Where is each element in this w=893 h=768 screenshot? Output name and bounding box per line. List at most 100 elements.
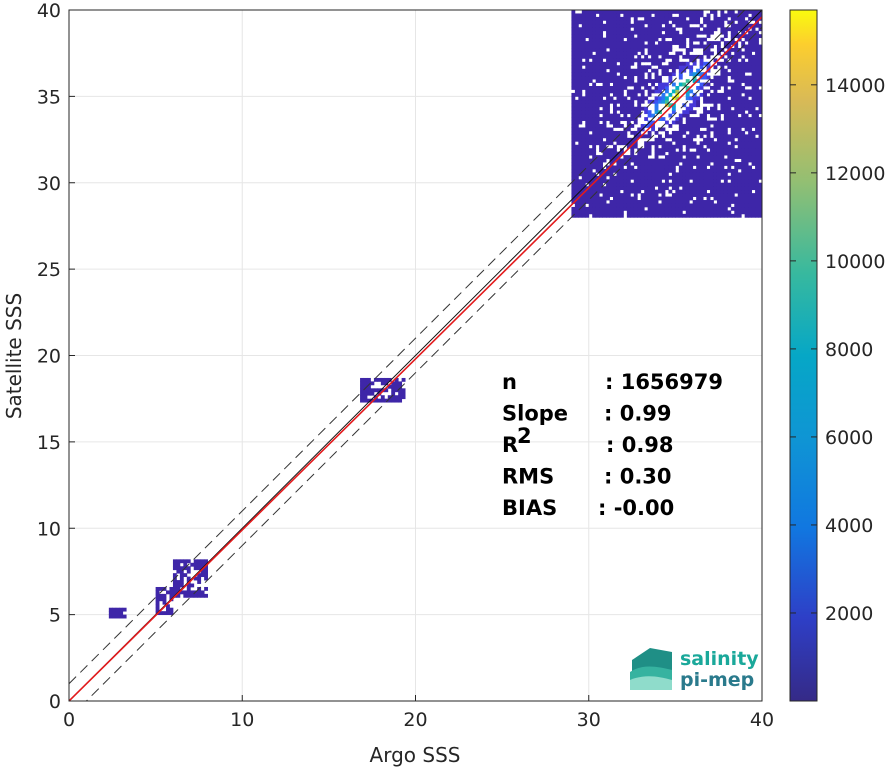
density-cell bbox=[592, 54, 597, 59]
density-cell bbox=[623, 206, 628, 211]
density-cell bbox=[671, 151, 676, 156]
density-cell bbox=[626, 92, 631, 97]
density-cell bbox=[613, 86, 617, 90]
density-cell bbox=[755, 179, 759, 184]
density-cell bbox=[619, 99, 624, 104]
density-cell bbox=[204, 586, 208, 591]
density-cell bbox=[685, 13, 690, 18]
density-cell bbox=[727, 213, 732, 218]
density-cell bbox=[602, 82, 607, 87]
density-cell bbox=[737, 127, 742, 132]
density-cell bbox=[183, 573, 188, 578]
density-cell bbox=[574, 137, 579, 142]
density-cell bbox=[668, 54, 673, 59]
density-cell bbox=[609, 54, 614, 59]
density-cell bbox=[682, 196, 687, 201]
density-cell bbox=[668, 23, 673, 28]
density-cell bbox=[741, 72, 746, 77]
density-cell bbox=[602, 124, 607, 128]
density-cell bbox=[619, 92, 624, 97]
density-cell bbox=[737, 148, 742, 153]
density-cell bbox=[668, 16, 673, 21]
density-cell bbox=[623, 20, 628, 25]
density-cell bbox=[630, 144, 635, 149]
density-cell bbox=[658, 82, 662, 87]
density-cell bbox=[599, 141, 604, 146]
density-cell bbox=[723, 68, 728, 73]
density-cell bbox=[616, 48, 621, 52]
density-cell bbox=[619, 200, 624, 204]
density-cell bbox=[626, 196, 631, 201]
density-cell bbox=[716, 148, 721, 153]
density-cell bbox=[647, 182, 652, 187]
density-cell bbox=[616, 106, 621, 111]
density-cell bbox=[571, 75, 576, 80]
density-cell bbox=[720, 124, 725, 128]
density-cell bbox=[606, 13, 610, 18]
density-cell bbox=[623, 79, 628, 83]
density-cell bbox=[623, 13, 628, 18]
density-cell bbox=[727, 106, 732, 111]
density-cell bbox=[734, 103, 739, 108]
density-cell bbox=[748, 65, 753, 70]
density-cell bbox=[720, 106, 725, 111]
density-cell bbox=[644, 151, 649, 156]
density-cell bbox=[710, 175, 714, 180]
density-cell bbox=[602, 168, 607, 173]
density-cell bbox=[755, 151, 759, 156]
density-cell bbox=[734, 120, 739, 125]
density-cell bbox=[616, 92, 621, 97]
density-cell bbox=[588, 203, 593, 208]
density-cell bbox=[190, 583, 195, 588]
density-cell bbox=[112, 611, 117, 616]
density-cell bbox=[727, 144, 732, 149]
density-cell bbox=[578, 117, 583, 121]
density-cell bbox=[713, 162, 718, 166]
density-cell bbox=[741, 148, 746, 153]
density-cell bbox=[387, 384, 392, 389]
density-cell bbox=[744, 137, 749, 142]
density-cell bbox=[651, 127, 655, 132]
density-cell bbox=[727, 186, 732, 191]
density-cell bbox=[699, 182, 704, 187]
density-cell bbox=[713, 213, 718, 218]
density-cell bbox=[155, 586, 160, 591]
density-cell bbox=[609, 58, 614, 63]
density-cell bbox=[602, 44, 607, 49]
density-cell bbox=[713, 79, 718, 83]
density-cell bbox=[723, 58, 728, 63]
density-cell bbox=[744, 144, 749, 149]
density-cell bbox=[609, 27, 614, 32]
density-cell bbox=[682, 34, 687, 39]
density-cell bbox=[755, 79, 759, 83]
density-cell bbox=[360, 388, 364, 393]
density-cell bbox=[581, 130, 586, 135]
density-cell bbox=[623, 155, 628, 159]
density-cell bbox=[613, 134, 617, 139]
density-cell bbox=[578, 75, 583, 80]
density-cell bbox=[398, 391, 403, 396]
density-cell bbox=[599, 58, 604, 63]
density-cell bbox=[599, 179, 604, 184]
density-cell bbox=[682, 23, 687, 28]
colorbar-tick-label: 8000 bbox=[825, 339, 873, 361]
density-cell bbox=[647, 144, 652, 149]
density-cell bbox=[581, 155, 586, 159]
density-cell bbox=[592, 72, 597, 77]
density-cell bbox=[613, 179, 617, 184]
density-cell bbox=[606, 16, 610, 21]
density-cell bbox=[713, 106, 718, 111]
density-cell bbox=[619, 51, 624, 56]
density-cell bbox=[723, 117, 728, 121]
density-cell bbox=[755, 16, 759, 21]
density-cell bbox=[716, 92, 721, 97]
density-cell bbox=[692, 210, 697, 215]
density-cell bbox=[581, 110, 586, 115]
density-cell bbox=[623, 61, 628, 66]
density-cell bbox=[706, 193, 711, 197]
density-cell bbox=[741, 89, 746, 94]
density-cell bbox=[713, 10, 718, 14]
density-cell bbox=[585, 186, 590, 191]
density-cell bbox=[581, 200, 586, 204]
